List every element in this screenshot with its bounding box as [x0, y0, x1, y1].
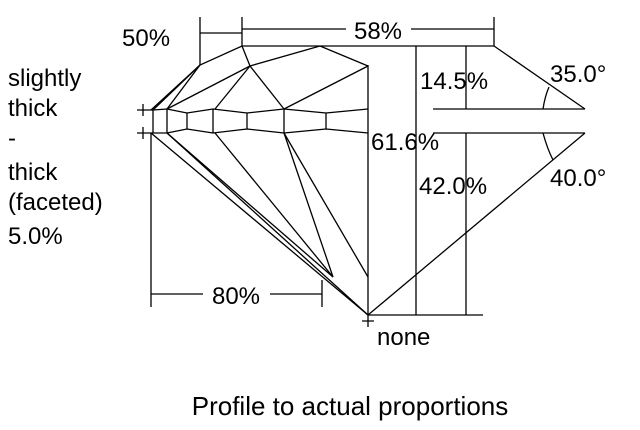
crown-angle-label: 35.0° [550, 61, 606, 88]
svg-text:(faceted): (faceted) [8, 189, 103, 216]
svg-text:slightly: slightly [8, 65, 81, 92]
svg-text:thick: thick [8, 95, 58, 122]
culet-label: none [377, 324, 430, 351]
pavilion-angle-arc [542, 132, 554, 161]
dimension-lines [150, 17, 495, 307]
svg-text:5.0%: 5.0% [8, 223, 63, 250]
svg-text:thick: thick [8, 159, 58, 186]
caption: Profile to actual proportions [192, 391, 509, 421]
crown-angle-arc [542, 86, 550, 110]
diamond-outline [137, 45, 586, 327]
lower-half-label: 50% [122, 25, 170, 52]
pavilion-angle-label: 40.0° [550, 165, 606, 192]
crown-height-label: 14.5% [420, 68, 488, 95]
star-length-label: 80% [212, 283, 260, 310]
girdle-label: slightly thick - thick (faceted) 5.0% [8, 65, 103, 250]
total-depth-label: 61.6% [371, 129, 439, 156]
svg-text:-: - [8, 125, 16, 152]
table-label: 58% [354, 18, 402, 45]
pavilion-depth-label: 42.0% [419, 173, 487, 200]
